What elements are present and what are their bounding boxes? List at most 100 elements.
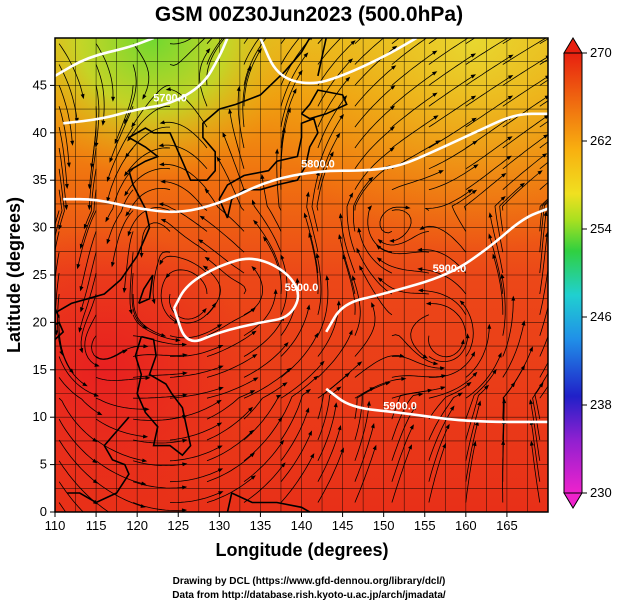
streamline bbox=[539, 335, 548, 357]
streamline-arrowhead bbox=[226, 31, 231, 36]
streamline-arrowhead bbox=[97, 411, 103, 416]
streamline bbox=[107, 189, 134, 242]
streamline bbox=[534, 372, 548, 420]
streamline bbox=[243, 464, 285, 503]
streamline-arrowhead bbox=[471, 13, 476, 17]
streamline-arrowhead bbox=[58, 224, 63, 230]
streamline bbox=[502, 171, 541, 211]
streamline-arrowhead bbox=[357, 227, 362, 233]
streamline-arrowhead bbox=[392, 45, 398, 51]
streamline bbox=[539, 198, 548, 211]
streamline-arrowhead bbox=[509, 14, 514, 18]
streamline bbox=[465, 55, 512, 86]
credit-data: Data from http://database.rish.kyoto-u.a… bbox=[172, 590, 446, 601]
streamline bbox=[465, 117, 511, 149]
streamline-arrowhead bbox=[477, 400, 482, 406]
streamline-arrowhead bbox=[143, 344, 149, 349]
streamline-arrowhead bbox=[370, 423, 375, 429]
streamline-arrowhead bbox=[106, 238, 111, 245]
streamline-arrowhead bbox=[546, 15, 551, 19]
streamline-arrowhead bbox=[64, 183, 69, 189]
streamline bbox=[354, 66, 395, 107]
streamline-arrowhead bbox=[544, 115, 548, 120]
streamline-arrowhead bbox=[80, 307, 84, 313]
streamline bbox=[133, 439, 185, 444]
streamline-arrowhead bbox=[470, 95, 477, 100]
streamline bbox=[106, 168, 134, 220]
streamline bbox=[169, 423, 220, 441]
streamline bbox=[199, 50, 209, 107]
streamline-arrowhead bbox=[442, 443, 446, 449]
streamline-arrowhead bbox=[159, 259, 164, 266]
contour-label: 5800.0 bbox=[301, 159, 335, 171]
streamline bbox=[125, 168, 171, 194]
streamline-arrowhead bbox=[470, 53, 476, 58]
streamline-arrowhead bbox=[306, 304, 311, 310]
streamline-arrowhead bbox=[59, 350, 63, 356]
streamline bbox=[128, 206, 171, 234]
streamline-arrowhead bbox=[337, 425, 342, 431]
streamline bbox=[280, 455, 314, 503]
streamline bbox=[95, 418, 146, 437]
streamline bbox=[95, 397, 147, 410]
streamline bbox=[317, 405, 337, 461]
streamline bbox=[77, 210, 97, 267]
streamline bbox=[169, 345, 221, 358]
streamline-arrowhead bbox=[275, 148, 279, 154]
streamline bbox=[461, 302, 474, 357]
streamline bbox=[539, 120, 548, 128]
y-tick-label: 25 bbox=[33, 267, 47, 282]
colorbar-tick-label: 270 bbox=[590, 45, 612, 60]
streamline bbox=[280, 377, 317, 420]
colorbar-tick-label: 262 bbox=[590, 133, 612, 148]
streamline-arrowhead bbox=[521, 320, 526, 326]
streamline bbox=[317, 41, 354, 86]
streamline bbox=[465, 326, 490, 378]
streamline bbox=[217, 158, 245, 211]
streamline bbox=[91, 335, 125, 360]
coastline bbox=[67, 416, 130, 504]
streamline-arrowhead bbox=[80, 93, 85, 100]
streamline-arrowhead bbox=[303, 52, 309, 58]
streamline bbox=[539, 385, 548, 399]
streamline-arrowhead bbox=[111, 261, 115, 268]
streamline bbox=[280, 38, 300, 65]
streamline-arrowhead bbox=[457, 392, 463, 397]
streamline-arrowhead bbox=[158, 143, 164, 148]
streamline bbox=[58, 335, 86, 386]
streamline-arrowhead bbox=[473, 164, 479, 169]
streamline bbox=[451, 191, 475, 232]
streamline bbox=[163, 219, 208, 253]
streamline-arrowhead bbox=[160, 218, 166, 223]
streamline bbox=[354, 425, 374, 482]
streamline-arrowhead bbox=[139, 252, 144, 258]
streamline-arrowhead bbox=[417, 267, 423, 272]
streamline-arrowhead bbox=[376, 257, 382, 262]
streamline-arrowhead bbox=[314, 332, 319, 338]
streamline-arrowhead bbox=[583, 56, 588, 60]
x-tick-label: 150 bbox=[373, 518, 395, 533]
streamline bbox=[539, 266, 548, 315]
streamline bbox=[353, 178, 372, 232]
streamline bbox=[252, 202, 282, 253]
streamline-arrowhead bbox=[250, 390, 256, 395]
streamline bbox=[465, 96, 511, 128]
streamline bbox=[539, 361, 548, 378]
coastline bbox=[218, 117, 319, 219]
streamline bbox=[169, 492, 221, 504]
streamline bbox=[428, 407, 454, 461]
streamline-arrowhead bbox=[182, 462, 188, 467]
streamline-arrowhead bbox=[305, 389, 311, 394]
streamline bbox=[95, 481, 144, 507]
streamline-arrowhead bbox=[276, 394, 282, 399]
streamline bbox=[428, 426, 449, 482]
streamline bbox=[58, 85, 73, 143]
streamline bbox=[280, 410, 309, 462]
streamline bbox=[530, 401, 541, 461]
streamline-arrowhead bbox=[418, 288, 424, 293]
coastline bbox=[55, 321, 65, 341]
streamline bbox=[58, 147, 67, 208]
streamline-arrowhead bbox=[92, 543, 97, 548]
streamline bbox=[84, 168, 97, 227]
streamline-arrowhead bbox=[550, 196, 555, 201]
